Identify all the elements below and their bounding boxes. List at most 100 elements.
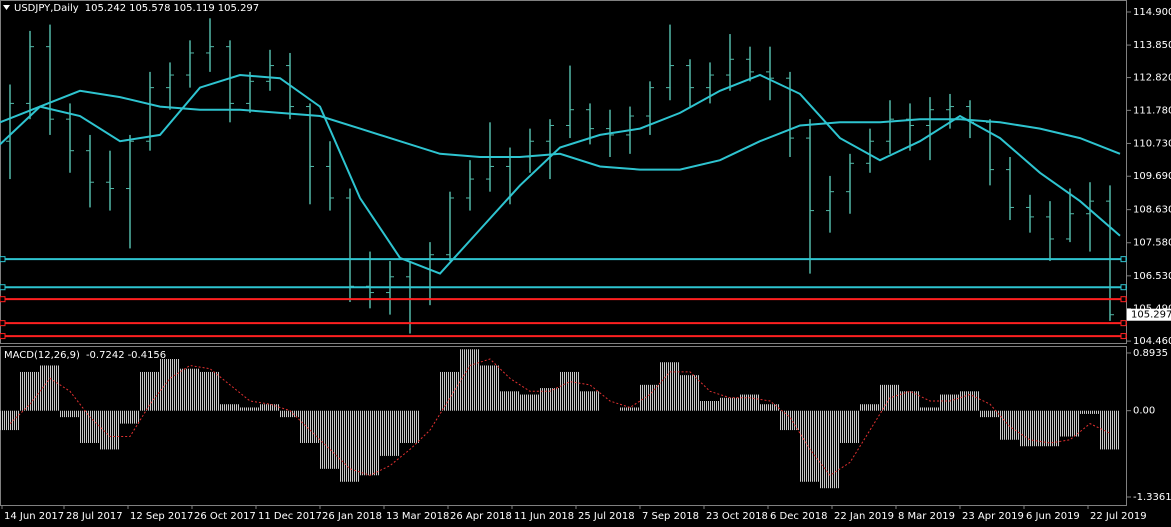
header-value: 105.242 <box>85 3 126 14</box>
histogram-bar <box>660 362 680 411</box>
y-tick-label: 0.8935 <box>1133 348 1168 359</box>
histogram-bar <box>240 407 260 411</box>
histogram-bar <box>940 394 960 411</box>
histogram-bar <box>680 375 700 411</box>
histogram-bar <box>440 371 460 411</box>
indicator-name: MACD(12,26,9) <box>4 350 80 361</box>
symbol-menu-icon[interactable] <box>3 5 10 10</box>
histogram-bar <box>400 410 420 443</box>
x-tick-label: 28 Jul 2017 <box>66 511 123 522</box>
histogram-bar <box>740 394 760 411</box>
header-value: -0.4156 <box>128 350 167 361</box>
histogram-bar <box>500 391 520 411</box>
level-handle <box>1120 333 1127 340</box>
histogram-bar <box>180 368 200 411</box>
histogram-bar <box>160 359 180 411</box>
histogram-bar <box>540 388 560 411</box>
y-tick-label: -1.3361 <box>1133 492 1171 503</box>
x-tick-label: 11 Dec 2017 <box>258 511 322 522</box>
level-handle <box>1120 296 1127 303</box>
histogram-bar <box>800 410 820 482</box>
histogram-bar <box>260 404 280 411</box>
price-marker <box>1127 308 1171 321</box>
x-tick-label: 26 Oct 2017 <box>194 511 256 522</box>
y-tick-label: 114.900 <box>1133 7 1171 18</box>
histogram-bar <box>860 404 880 411</box>
y-tick-label: 108.630 <box>1133 205 1171 216</box>
panel-header: USDJPY,Daily 105.242 105.578 105.119 105.297 <box>14 3 259 14</box>
level-handle <box>0 320 6 327</box>
histogram-bar <box>580 391 600 411</box>
y-tick-label: 110.730 <box>1133 138 1171 149</box>
histogram-bar <box>720 397 740 411</box>
y-tick-label: 109.690 <box>1133 171 1171 182</box>
histogram-bar <box>520 394 540 411</box>
header-value: -0.7242 <box>86 350 125 361</box>
x-tick-label: 23 Oct 2018 <box>706 511 768 522</box>
x-tick-label: 23 Apr 2019 <box>962 511 1024 522</box>
histogram-bar <box>120 410 140 424</box>
x-tick-label: 26 Jan 2018 <box>322 511 382 522</box>
histogram-bar <box>1000 410 1020 440</box>
histogram-bar <box>480 365 500 411</box>
histogram-bar <box>820 410 840 489</box>
histogram-bar <box>700 401 720 411</box>
histogram-bar <box>60 410 80 418</box>
histogram-bar <box>200 371 220 411</box>
y-tick-label: 0.00 <box>1133 406 1155 417</box>
moving-average <box>0 73 1121 275</box>
x-tick-label: 7 Sep 2018 <box>642 511 699 522</box>
indicator-name: USDJPY,Daily <box>14 3 79 14</box>
level-handle <box>0 284 6 291</box>
histogram-bar <box>780 410 800 431</box>
histogram-bar <box>980 410 1000 418</box>
histogram-bar <box>760 404 780 411</box>
histogram-bar <box>1040 410 1060 447</box>
level-handle <box>1120 256 1127 263</box>
histogram-bar <box>280 410 300 418</box>
histogram-bar <box>300 410 320 443</box>
x-tick-label: 13 Mar 2018 <box>386 511 449 522</box>
histogram-bar <box>360 410 380 476</box>
x-tick-label: 11 Jun 2018 <box>514 511 574 522</box>
histogram-bar <box>1080 410 1100 414</box>
x-tick-label: 22 Jan 2019 <box>834 511 894 522</box>
header-value: 105.119 <box>173 3 214 14</box>
y-tick-label: 113.850 <box>1133 40 1171 51</box>
histogram-bar <box>0 410 20 431</box>
level-handle <box>0 333 6 340</box>
y-tick-label: 104.460 <box>1133 336 1171 347</box>
header-value: 105.297 <box>218 3 259 14</box>
histogram-bar <box>40 365 60 411</box>
histogram-bar <box>620 407 640 411</box>
histogram-bar <box>1020 410 1040 447</box>
histogram-bar <box>460 349 480 411</box>
x-tick-label: 12 Sep 2017 <box>130 511 193 522</box>
histogram-bar <box>640 384 660 411</box>
y-tick-label: 112.820 <box>1133 73 1171 84</box>
header-value: 105.578 <box>129 3 170 14</box>
level-handle <box>0 296 6 303</box>
price-marker-label: 105.297 <box>1131 310 1171 321</box>
histogram-bar <box>220 404 240 411</box>
y-tick-label: 107.580 <box>1133 238 1171 249</box>
signal-line <box>9 358 1111 476</box>
histogram-bar <box>20 371 40 411</box>
histogram-bar <box>100 410 120 450</box>
level-handle <box>0 256 6 263</box>
level-handle <box>1120 284 1127 291</box>
x-tick-label: 14 Jun 2017 <box>4 511 64 522</box>
moving-average <box>0 89 1121 171</box>
histogram-bar <box>340 410 360 482</box>
histogram-bar <box>1060 410 1080 437</box>
x-tick-label: 22 Jul 2019 <box>1090 511 1147 522</box>
x-tick-label: 8 Mar 2019 <box>898 511 955 522</box>
x-tick-label: 6 Jun 2019 <box>1026 511 1080 522</box>
y-tick-label: 106.530 <box>1133 271 1171 282</box>
histogram-bar <box>1100 410 1120 450</box>
histogram-bar <box>920 407 940 411</box>
price-panel-frame <box>0 0 1127 344</box>
